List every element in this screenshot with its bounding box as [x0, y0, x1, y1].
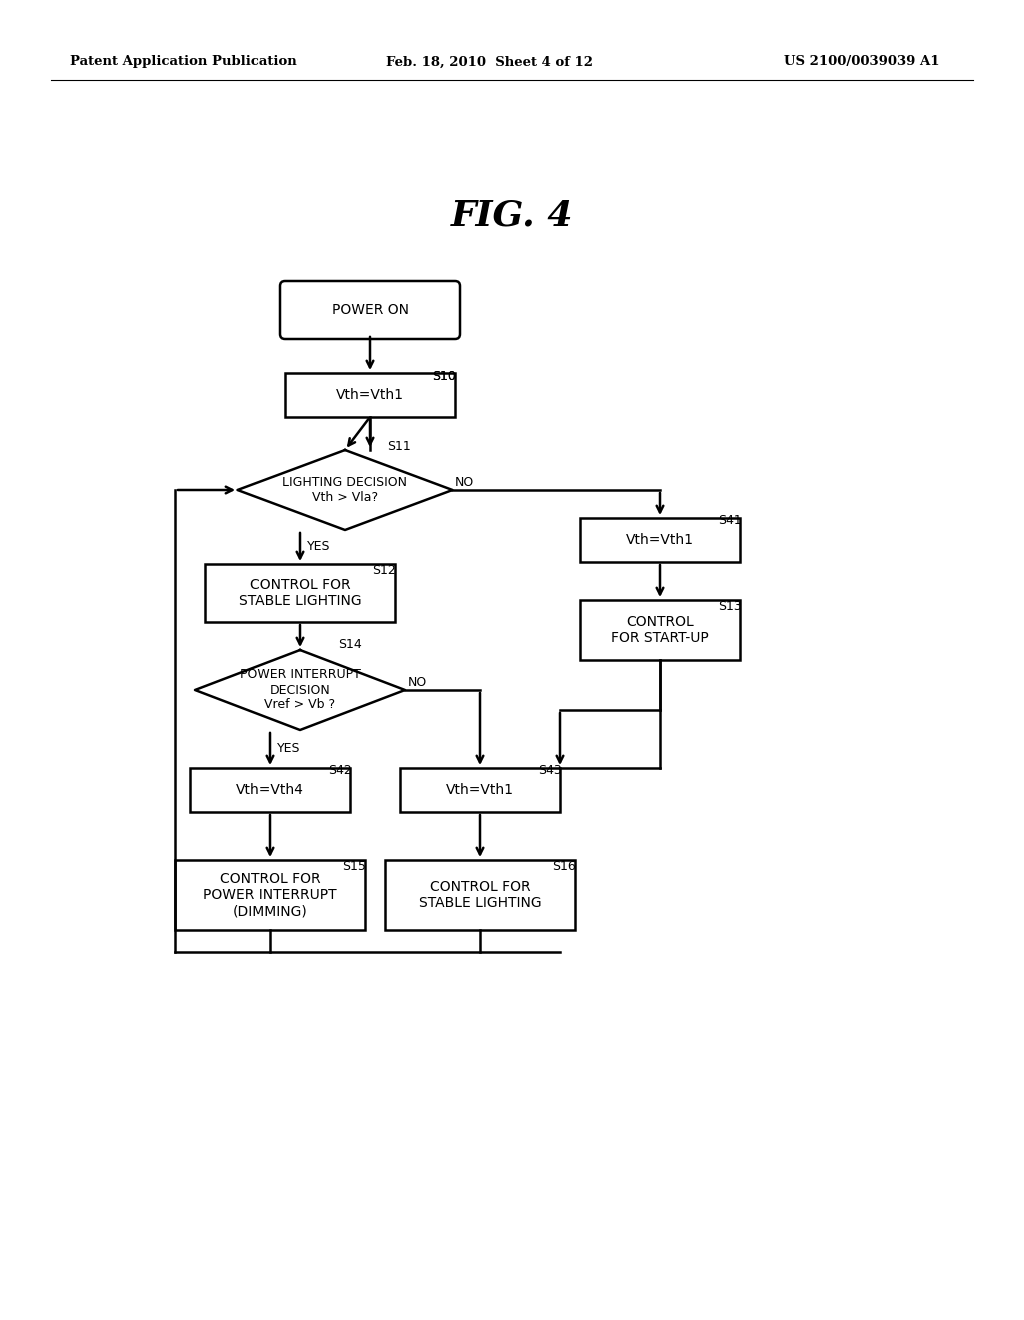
- Text: S12: S12: [372, 565, 395, 578]
- Text: S15: S15: [342, 861, 366, 874]
- Bar: [580, 517, 740, 562]
- Text: Vth=Vth1: Vth=Vth1: [446, 783, 514, 797]
- Text: S14: S14: [338, 638, 361, 651]
- Text: CONTROL
FOR START-UP: CONTROL FOR START-UP: [611, 615, 709, 645]
- Bar: [580, 601, 740, 660]
- Bar: [400, 768, 560, 812]
- Text: Vth=Vth4: Vth=Vth4: [237, 783, 304, 797]
- Text: Vth=Vth1: Vth=Vth1: [626, 533, 694, 546]
- Text: POWER ON: POWER ON: [332, 304, 409, 317]
- Bar: [175, 861, 365, 931]
- Text: POWER INTERRUPT
DECISION
Vref > Vb ?: POWER INTERRUPT DECISION Vref > Vb ?: [240, 668, 360, 711]
- Text: NO: NO: [408, 676, 427, 689]
- FancyBboxPatch shape: [280, 281, 460, 339]
- Text: S13: S13: [718, 599, 741, 612]
- Text: S42: S42: [328, 763, 352, 776]
- Text: S11: S11: [387, 440, 411, 453]
- Text: Feb. 18, 2010  Sheet 4 of 12: Feb. 18, 2010 Sheet 4 of 12: [386, 55, 594, 69]
- Text: YES: YES: [278, 742, 300, 755]
- Text: CONTROL FOR
STABLE LIGHTING: CONTROL FOR STABLE LIGHTING: [419, 880, 542, 909]
- Text: LIGHTING DECISION
Vth > Vla?: LIGHTING DECISION Vth > Vla?: [283, 477, 408, 504]
- Bar: [190, 768, 350, 812]
- Text: S16: S16: [552, 861, 575, 874]
- Bar: [385, 861, 575, 931]
- Text: Patent Application Publication: Patent Application Publication: [70, 55, 297, 69]
- Text: US 2100/0039039 A1: US 2100/0039039 A1: [784, 55, 940, 69]
- Bar: [205, 564, 395, 622]
- Polygon shape: [238, 450, 453, 531]
- Text: S41: S41: [718, 513, 741, 527]
- Polygon shape: [195, 649, 406, 730]
- Text: CONTROL FOR
POWER INTERRUPT
(DIMMING): CONTROL FOR POWER INTERRUPT (DIMMING): [203, 871, 337, 919]
- Text: YES: YES: [307, 540, 331, 553]
- Text: FIG. 4: FIG. 4: [451, 198, 573, 232]
- Text: S10: S10: [432, 371, 456, 384]
- Text: S43: S43: [538, 763, 562, 776]
- Bar: [285, 374, 455, 417]
- Text: Vth=Vth1: Vth=Vth1: [336, 388, 404, 403]
- Text: S10: S10: [432, 371, 456, 384]
- Text: NO: NO: [455, 477, 474, 490]
- Text: CONTROL FOR
STABLE LIGHTING: CONTROL FOR STABLE LIGHTING: [239, 578, 361, 609]
